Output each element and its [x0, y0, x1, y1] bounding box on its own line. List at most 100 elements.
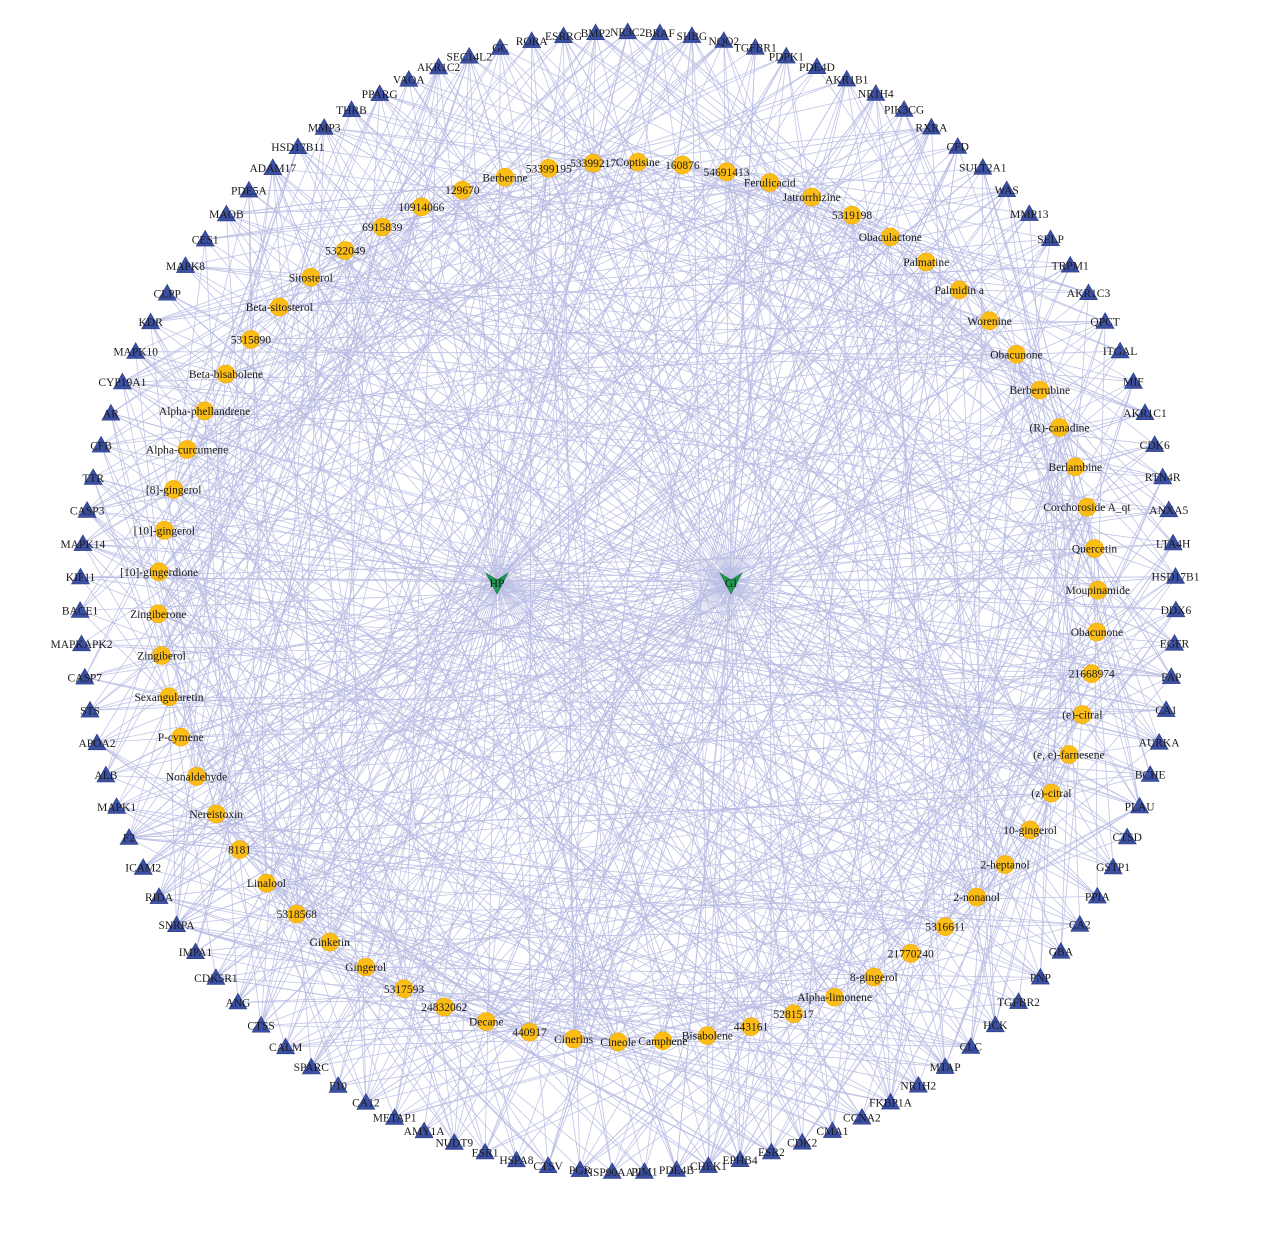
- compound-node-obacunone: Obacunone: [990, 344, 1043, 364]
- edge-compound-target: [573, 1038, 863, 1118]
- edge-compound-target: [79, 339, 252, 611]
- edge-target-disease: [730, 581, 972, 1047]
- edge-compound-target: [408, 79, 1040, 391]
- triangle-icon: [83, 468, 103, 485]
- edge-compound-target: [266, 93, 877, 884]
- circle-icon: [257, 873, 276, 893]
- edge-target-disease: [158, 581, 498, 898]
- edge-compound-target: [793, 381, 1134, 1014]
- target-label: DDX6: [1161, 605, 1192, 617]
- compound-node-5319198: 5319198: [832, 205, 872, 225]
- edge-compound-target: [1081, 576, 1176, 715]
- compound-label: Obacunone: [990, 349, 1042, 361]
- compound-label: Cinerins: [554, 1034, 593, 1046]
- edge-compound-target: [110, 226, 383, 414]
- target-label: PIM1: [631, 1167, 657, 1179]
- edge-compound-target: [421, 56, 470, 207]
- edge-compound-target: [344, 40, 532, 251]
- compound-label: Berberrubine: [1009, 385, 1070, 397]
- edge-compound-target: [84, 677, 1006, 865]
- edge-compound-target: [168, 696, 177, 926]
- edge-target-disease: [496, 66, 818, 583]
- edge-compound-target: [394, 168, 550, 1118]
- compound-label: Jatrorrhizine: [783, 192, 841, 204]
- target-label: BRAF: [645, 28, 675, 40]
- target-node-pdpk1: PDPK1: [769, 46, 804, 64]
- compound-node-coptisine: Coptisine: [616, 152, 660, 172]
- edge-compound-target: [163, 35, 564, 531]
- circle-icon: [230, 840, 249, 860]
- edge-target-disease: [730, 581, 1167, 711]
- target-node-f2: F2: [119, 828, 139, 845]
- compound-node-5315890: 5315890: [231, 330, 271, 349]
- disease-node-gi: GI: [719, 572, 743, 595]
- edge-compound-target: [79, 610, 170, 698]
- compound-node-berlambine: Berlambine: [1048, 457, 1102, 477]
- edge-target-disease: [730, 581, 1140, 807]
- edge-compound-target: [970, 427, 1060, 1047]
- edge-compound-target: [196, 66, 818, 777]
- compound-label: Linalool: [247, 878, 286, 890]
- target-node-thrb: THRB: [336, 100, 367, 117]
- edge-compound-target: [260, 168, 550, 1026]
- triangle-icon: [73, 534, 93, 551]
- edge-target-disease: [215, 581, 498, 979]
- target-label: GSTP1: [1096, 862, 1130, 874]
- compound-node-gingerol: Gingerol: [345, 957, 386, 977]
- edge-compound-target: [443, 213, 1030, 1008]
- target-label: MMP13: [1010, 209, 1049, 221]
- circle-icon: [301, 267, 321, 287]
- edge-target-disease: [176, 581, 732, 926]
- target-label: HSPA8: [499, 1155, 533, 1167]
- edge-compound-target: [215, 883, 267, 978]
- triangle-icon: [650, 23, 670, 41]
- edge-compound-target: [180, 412, 1146, 738]
- edge-compound-target: [176, 924, 708, 1037]
- circle-icon: [653, 1031, 673, 1051]
- edge-compound-target: [982, 167, 1083, 715]
- triangle-icon: [1110, 341, 1130, 359]
- edge-compound-target: [423, 673, 1092, 1132]
- edge-compound-target: [278, 93, 381, 308]
- edge-target-disease: [730, 581, 1019, 1003]
- edge-compound-target: [161, 655, 863, 1118]
- edge-compound-target: [158, 571, 919, 1086]
- edge-compound-target: [504, 176, 1176, 577]
- edge-compound-target: [403, 67, 439, 989]
- circle-icon: [269, 297, 289, 317]
- target-label: MTAP: [930, 1062, 961, 1074]
- triangle-icon: [239, 180, 259, 198]
- circle-icon: [149, 562, 169, 582]
- edge-compound-target: [592, 162, 1175, 644]
- edge-compound-target: [96, 742, 240, 851]
- circle-icon: [1085, 539, 1104, 558]
- edge-target-disease: [81, 581, 732, 645]
- edge-compound-target: [168, 696, 891, 1103]
- target-label: CMA1: [816, 1126, 848, 1138]
- target-node-casp7: CASP7: [68, 667, 102, 684]
- edge-compound-target: [500, 47, 770, 183]
- triangle-icon: [101, 403, 121, 421]
- target-node-mapkapk2: MAPKAPK2: [51, 634, 113, 652]
- edge-compound-target: [379, 93, 594, 164]
- edge-compound-target: [659, 32, 927, 263]
- triangle-icon: [602, 1162, 622, 1179]
- target-label: PNP: [1030, 972, 1051, 984]
- edge-compound-target: [135, 351, 912, 954]
- edge-compound-target: [548, 167, 1175, 644]
- edge-target-disease: [496, 581, 741, 1161]
- edge-compound-target: [1096, 576, 1176, 633]
- edge-compound-target: [691, 35, 1083, 715]
- edge-compound-target: [135, 351, 835, 998]
- compound-label: 5317593: [384, 984, 425, 996]
- edge-compound-target: [168, 109, 905, 698]
- edge-compound-target: [195, 951, 366, 968]
- target-label: CA1: [1155, 705, 1177, 717]
- circle-icon: [916, 252, 936, 272]
- edge-target-disease: [496, 581, 833, 1132]
- target-node-ctsv: CTSV: [533, 1156, 563, 1173]
- triangle-icon: [866, 83, 886, 101]
- triangle-icon: [1130, 796, 1150, 814]
- triangle-icon: [87, 733, 107, 751]
- edge-compound-target: [403, 988, 946, 1068]
